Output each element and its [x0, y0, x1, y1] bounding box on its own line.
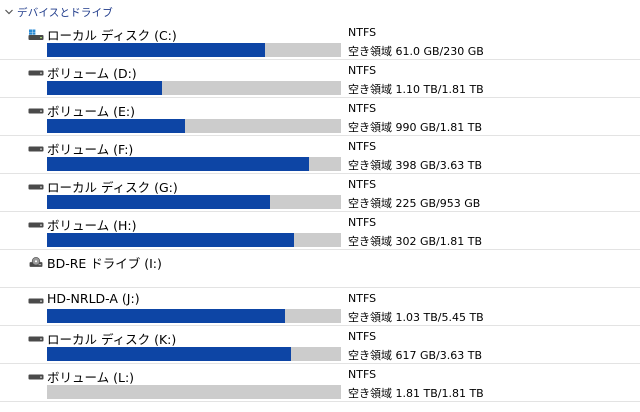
- capacity-bar: [47, 43, 341, 57]
- capacity-bar: [47, 347, 341, 361]
- drive-icon: [28, 298, 44, 304]
- drive-name: ボリューム (H:): [47, 218, 137, 233]
- drive-name: ローカル ディスク (G:): [47, 180, 178, 195]
- filesystem-label: NTFS: [348, 64, 377, 77]
- capacity-bar: [47, 81, 341, 95]
- capacity-bar-fill: [47, 195, 271, 209]
- drive-row[interactable]: ローカル ディスク (G:) NTFS 空き領域 225 GB/953 GB: [0, 174, 640, 212]
- capacity-bar-fill: [47, 119, 186, 133]
- drive-row[interactable]: ボリューム (F:) NTFS 空き領域 398 GB/3.63 TB: [0, 136, 640, 174]
- free-space-label: 空き領域 61.0 GB/230 GB: [348, 45, 484, 58]
- free-space-label: 空き領域 990 GB/1.81 TB: [348, 121, 483, 134]
- drive-name: ボリューム (E:): [47, 104, 135, 119]
- drive-icon: [28, 146, 44, 152]
- drive-row[interactable]: HD-NRLD-A (J:) NTFS 空き領域 1.03 TB/5.45 TB: [0, 288, 640, 326]
- optical-drive-icon: [29, 257, 43, 267]
- drive-icon: [28, 184, 44, 190]
- capacity-bar-fill: [47, 347, 292, 361]
- drive-name: ローカル ディスク (C:): [47, 28, 177, 43]
- drive-row[interactable]: ボリューム (L:) NTFS 空き領域 1.81 TB/1.81 TB: [0, 364, 640, 402]
- drive-icon: [28, 222, 44, 228]
- drive-row[interactable]: BD-RE ドライブ (I:): [0, 250, 640, 288]
- capacity-bar-fill: [47, 81, 162, 95]
- drive-list: ローカル ディスク (C:) NTFS 空き領域 61.0 GB/230 GB ボリュ…: [0, 22, 640, 402]
- capacity-bar-fill: [47, 157, 309, 171]
- drive-row[interactable]: ローカル ディスク (K:) NTFS 空き領域 617 GB/3.63 TB: [0, 326, 640, 364]
- drive-name: ボリューム (D:): [47, 66, 137, 81]
- chevron-down-icon[interactable]: [3, 6, 15, 18]
- capacity-bar: [47, 385, 341, 399]
- capacity-bar-fill: [47, 43, 265, 57]
- filesystem-label: NTFS: [348, 292, 377, 305]
- filesystem-label: NTFS: [348, 330, 377, 343]
- filesystem-label: NTFS: [348, 26, 377, 39]
- capacity-bar-fill: [47, 309, 286, 323]
- capacity-bar: [47, 195, 341, 209]
- drive-icon: [28, 108, 44, 114]
- capacity-bar: [47, 233, 341, 247]
- drive-row[interactable]: ボリューム (E:) NTFS 空き領域 990 GB/1.81 TB: [0, 98, 640, 136]
- capacity-bar-fill: [47, 233, 294, 247]
- free-space-label: 空き領域 1.81 TB/1.81 TB: [348, 387, 484, 400]
- drive-name: ローカル ディスク (K:): [47, 332, 177, 347]
- filesystem-label: NTFS: [348, 140, 377, 153]
- drive-icon: [28, 374, 44, 380]
- devices-and-drives-header[interactable]: デバイスとドライブ: [0, 2, 640, 22]
- free-space-label: 空き領域 617 GB/3.63 TB: [348, 349, 483, 362]
- filesystem-label: NTFS: [348, 368, 377, 381]
- drive-name: ボリューム (L:): [47, 370, 135, 385]
- filesystem-label: NTFS: [348, 102, 377, 115]
- free-space-label: 空き領域 1.10 TB/1.81 TB: [348, 83, 484, 96]
- filesystem-label: NTFS: [348, 178, 377, 191]
- windows-drive-icon: [28, 29, 44, 40]
- drive-name: HD-NRLD-A (J:): [47, 291, 140, 306]
- drive-name: ボリューム (F:): [47, 142, 134, 157]
- capacity-bar: [47, 157, 341, 171]
- drive-name: BD-RE ドライブ (I:): [47, 256, 162, 271]
- capacity-bar: [47, 309, 341, 323]
- filesystem-label: NTFS: [348, 216, 377, 229]
- free-space-label: 空き領域 225 GB/953 GB: [348, 197, 481, 210]
- free-space-label: 空き領域 302 GB/1.81 TB: [348, 235, 483, 248]
- drive-icon: [28, 336, 44, 342]
- section-title: デバイスとドライブ: [17, 6, 113, 19]
- drive-icon: [28, 70, 44, 76]
- free-space-label: 空き領域 1.03 TB/5.45 TB: [348, 311, 484, 324]
- drive-row[interactable]: ローカル ディスク (C:) NTFS 空き領域 61.0 GB/230 GB: [0, 22, 640, 60]
- drive-row[interactable]: ボリューム (D:) NTFS 空き領域 1.10 TB/1.81 TB: [0, 60, 640, 98]
- drive-row[interactable]: ボリューム (H:) NTFS 空き領域 302 GB/1.81 TB: [0, 212, 640, 250]
- capacity-bar: [47, 119, 341, 133]
- free-space-label: 空き領域 398 GB/3.63 TB: [348, 159, 483, 172]
